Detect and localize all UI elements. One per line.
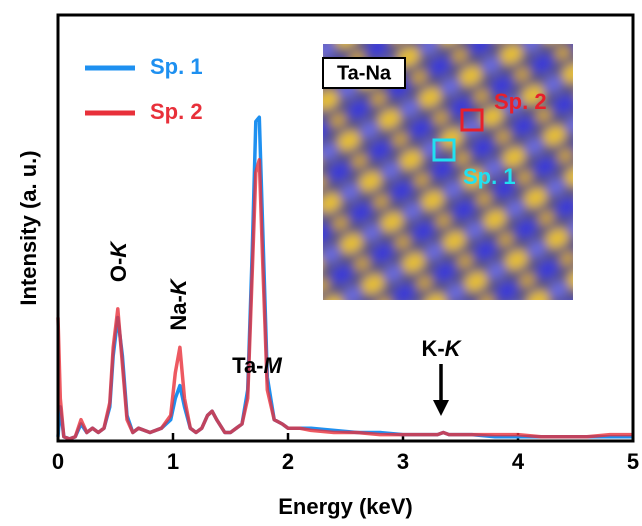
inset-label-box <box>322 57 406 89</box>
legend-label: Sp. 2 <box>150 99 203 124</box>
peak-label-part: O- <box>106 258 131 282</box>
peak-label-part: K <box>445 336 463 361</box>
y-axis-label: Intensity (a. u.) <box>16 150 41 305</box>
peak-label-part: K- <box>421 336 444 361</box>
peak-label: Na-K <box>166 277 191 330</box>
plot-area: 0 1 2 3 4 5 Energy (keV) Intensity (a. u.) Sp. 1… <box>16 13 639 519</box>
x-tick-label: 4 <box>512 449 525 474</box>
peak-label-part: Na- <box>166 295 191 330</box>
inset-label: Ta-Na <box>337 62 392 84</box>
x-tick-label: 5 <box>627 449 639 474</box>
peak-label-part: K <box>106 240 131 258</box>
series-line <box>56 158 633 441</box>
inset-marker-label: Sp. 2 <box>494 89 547 114</box>
inset-marker <box>432 138 456 162</box>
peak-label: Ta-M <box>232 353 282 378</box>
peak-label: K-K <box>421 336 462 361</box>
arrow-head <box>433 400 449 416</box>
x-tick-label: 3 <box>397 449 409 474</box>
x-tick-label: 2 <box>282 449 294 474</box>
peak-label: O-K <box>106 240 131 282</box>
peak-label-part: M <box>264 353 283 378</box>
x-tick-label: 1 <box>167 449 179 474</box>
peak-label-part: Ta- <box>232 353 263 378</box>
x-axis-label: Energy (keV) <box>278 494 413 519</box>
peak-label-part: K <box>166 277 191 295</box>
inset-marker <box>460 108 484 132</box>
legend-label: Sp. 1 <box>150 54 203 79</box>
plot-frame <box>56 13 635 443</box>
x-tick-label: 0 <box>52 449 64 474</box>
inset-marker-label: Sp. 1 <box>463 164 516 189</box>
